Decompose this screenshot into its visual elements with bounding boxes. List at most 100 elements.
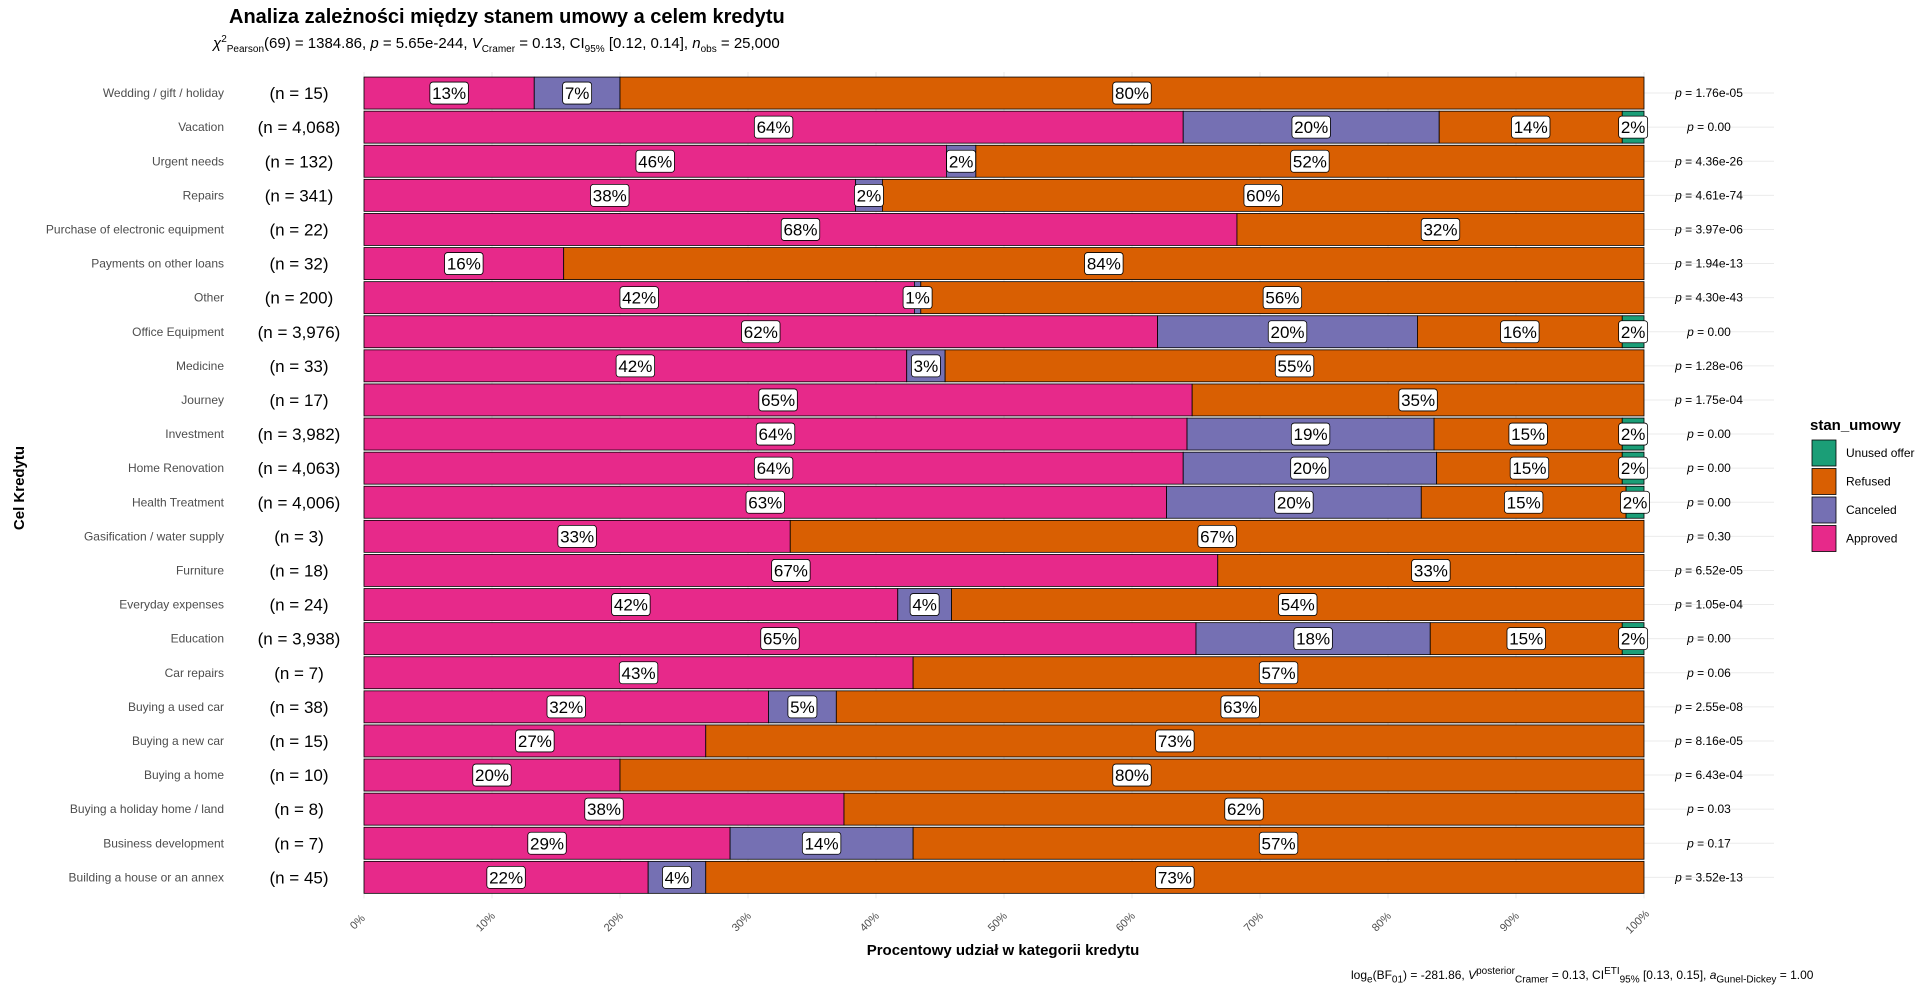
data-label: 2% (857, 186, 882, 205)
y-tick-label: Other (194, 291, 224, 305)
data-label: 16% (1503, 323, 1537, 342)
p-value-label: p = 0.00 (1686, 495, 1731, 509)
y-tick-label: Urgent needs (152, 154, 224, 168)
data-label: 73% (1158, 732, 1192, 751)
data-label: 14% (805, 834, 839, 853)
data-label: 80% (1115, 766, 1149, 785)
data-label-box (1500, 320, 1540, 344)
chart-caption: loge(BF01) = -281.86, VposteriorCramer =… (1351, 966, 1814, 986)
data-label: 38% (587, 800, 621, 819)
y-tick-label: Health Treatment (132, 495, 225, 509)
data-label: 15% (1511, 425, 1545, 444)
data-label: 2% (1623, 493, 1648, 512)
data-label-box (618, 661, 659, 685)
data-label-box (787, 695, 818, 719)
p-value-label: p = 0.06 (1686, 666, 1731, 680)
data-label-box (1084, 252, 1124, 275)
data-label-box (1420, 218, 1461, 241)
data-label-box (1262, 286, 1303, 310)
data-label: 16% (447, 255, 481, 274)
data-label: 33% (1414, 561, 1448, 580)
data-label-box (1291, 115, 1331, 139)
data-label: 57% (1262, 834, 1296, 853)
data-label-box (1618, 627, 1649, 651)
data-label: 18% (1296, 630, 1330, 649)
data-label: 15% (1507, 493, 1541, 512)
data-label: 20% (1293, 459, 1327, 478)
data-label-box (1290, 456, 1330, 480)
data-label-box (1243, 183, 1283, 207)
data-label-box (562, 81, 593, 105)
x-axis-title: Procentowy udział w kategorii kredytu (867, 942, 1140, 959)
data-label-box (1509, 456, 1550, 480)
x-tick-label: 80% (1370, 910, 1394, 934)
y-tick-label: Gasification / water supply (84, 529, 224, 543)
data-label: 62% (1227, 800, 1261, 819)
n-label: (n = 24) (269, 596, 328, 615)
data-label-box (946, 149, 977, 173)
x-tick-label: 10% (474, 910, 498, 934)
data-label-box (1274, 354, 1315, 378)
chart-subtitle: χ2Pearson(69) = 1384.86, p = 5.65e-244, … (213, 34, 780, 55)
data-label: 2% (949, 152, 974, 171)
x-tick-label: 90% (1498, 910, 1522, 934)
data-label: 84% (1087, 255, 1121, 274)
data-label-box (486, 865, 526, 889)
data-label-box (1224, 797, 1264, 821)
p-value-label: p = 3.52e-13 (1674, 870, 1743, 884)
data-label-box (1511, 115, 1551, 139)
data-label-box (753, 115, 794, 139)
data-label-box (472, 763, 512, 787)
x-tick-label: 0% (348, 912, 368, 932)
x-tick-label: 100% (1624, 908, 1653, 937)
data-label: 2% (1621, 118, 1646, 137)
data-label: 46% (638, 152, 672, 171)
y-tick-label: Building a house or an annex (69, 870, 224, 884)
data-label-box (1618, 115, 1649, 139)
data-label-box (1278, 593, 1318, 616)
data-label: 55% (1278, 357, 1312, 376)
p-value-label: p = 0.17 (1686, 836, 1731, 850)
legend-swatch (1811, 525, 1837, 552)
data-label-box (1398, 388, 1438, 412)
data-label: 20% (1271, 323, 1305, 342)
y-tick-label: Purchase of electronic equipment (46, 222, 225, 236)
legend: stan_umowy Unused offer Refused Canceled App… (1810, 417, 1915, 552)
x-axis: 0% 10% 20% 30% 40% 50% 60% 70% 80% 90% 100% (348, 908, 1652, 937)
n-label: (n = 22) (269, 220, 328, 239)
data-label-box (662, 865, 692, 889)
data-label-box (1290, 149, 1330, 173)
data-label: 42% (622, 289, 656, 308)
n-label: (n = 7) (274, 834, 324, 853)
p-value-label: p = 0.00 (1686, 461, 1731, 475)
data-label: 65% (763, 630, 797, 649)
n-label: (n = 7) (274, 664, 324, 683)
y-tick-label: Everyday expenses (119, 598, 224, 612)
data-label-box (854, 183, 884, 207)
data-label-box (584, 797, 624, 821)
data-label-box (1506, 627, 1546, 651)
data-label: 57% (1262, 664, 1296, 683)
p-value-label: p = 0.00 (1686, 632, 1731, 646)
data-label: 64% (757, 118, 791, 137)
data-label-box (1267, 320, 1308, 344)
x-tick-label: 60% (1114, 910, 1138, 934)
n-label: (n = 3,938) (258, 630, 341, 649)
data-label-box (1258, 831, 1299, 855)
data-label: 14% (1514, 118, 1548, 137)
data-labels-layer: 13% 7% 80% 64% 20% 14% 2% 46% 2% 52% 38% 2% 60% 68% 32… (429, 81, 1650, 889)
n-label: (n = 341) (265, 186, 334, 205)
legend-title: stan_umowy (1810, 417, 1902, 434)
y-tick-label: Buying a home (144, 768, 224, 782)
legend-swatch (1811, 468, 1837, 495)
y-tick-label: Business development (103, 836, 224, 850)
data-label-box (753, 456, 794, 480)
p-value-label: p = 0.00 (1686, 120, 1731, 134)
chart-title: Analiza zależności między stanem umowy a… (229, 6, 785, 28)
y-tick-label: Investment (165, 427, 224, 441)
data-label: 4% (665, 868, 690, 887)
p-value-label: p = 4.30e-43 (1674, 291, 1743, 305)
y-tick-label: Furniture (176, 563, 224, 577)
data-label-box (619, 286, 659, 310)
